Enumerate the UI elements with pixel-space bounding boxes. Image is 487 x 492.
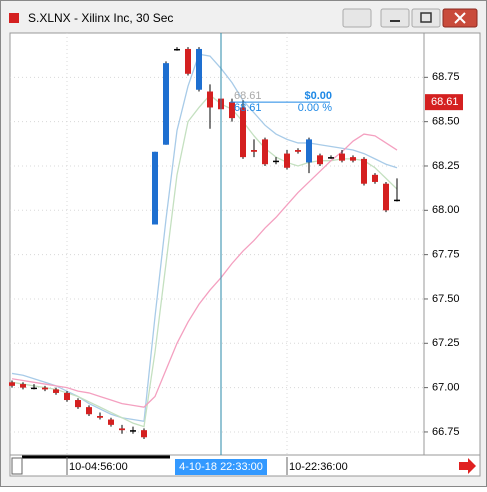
candle-body xyxy=(86,407,92,415)
y-tick-label: 68.50 xyxy=(432,116,460,128)
y-tick-label: 67.50 xyxy=(432,293,460,305)
candle-body xyxy=(108,419,114,425)
candle-body xyxy=(185,48,191,74)
candle-body xyxy=(20,384,26,388)
last-price-box xyxy=(425,94,463,111)
candle-body xyxy=(251,150,257,152)
candle-body xyxy=(119,428,125,431)
candle-body xyxy=(229,102,235,119)
y-tick-label: 67.75 xyxy=(432,249,460,261)
candle-body xyxy=(372,174,378,182)
readout-price: 68.61 xyxy=(234,90,262,102)
readout-change: $0.00 xyxy=(304,90,332,102)
candle-body xyxy=(64,392,70,401)
maximize-button[interactable] xyxy=(411,8,441,28)
scroll-box[interactable] xyxy=(11,457,23,475)
candle-body xyxy=(350,157,356,161)
candle-body xyxy=(328,157,334,159)
app-icon xyxy=(9,13,19,23)
candle-body xyxy=(295,150,301,152)
candle-body xyxy=(207,91,213,108)
candle-body xyxy=(97,415,103,418)
chart: 68.75 68.50 68.25 68.00 67.75 67.50 67.25 67.00… xyxy=(9,33,463,475)
crosshair-time-label: 4-10-18 22:33:00 xyxy=(179,461,263,473)
maximize-icon xyxy=(420,12,432,23)
candle-body xyxy=(42,387,48,390)
scroll-right-arrow[interactable] xyxy=(459,458,476,474)
x-tick-label: 10-22:36:00 xyxy=(289,461,348,473)
x-tick-label: 10-04:56:00 xyxy=(69,461,128,473)
candle-body xyxy=(9,382,15,386)
candle-body xyxy=(394,199,400,202)
moving-average-line xyxy=(11,133,398,408)
y-tick-label: 67.00 xyxy=(432,382,460,394)
candle-body xyxy=(361,158,367,184)
candle-body xyxy=(262,139,268,165)
candle-body xyxy=(163,63,169,145)
link-button[interactable] xyxy=(342,8,372,28)
candle-body xyxy=(306,139,312,163)
close-icon xyxy=(454,12,466,24)
candle-body xyxy=(53,389,59,393)
y-tick-label: 68.25 xyxy=(432,160,460,172)
candle-body xyxy=(174,48,180,51)
y-tick-label: 68.00 xyxy=(432,204,460,216)
crosshair-time-box xyxy=(175,459,267,475)
candle-body xyxy=(383,183,389,211)
candle-body xyxy=(31,387,37,390)
moving-average-line xyxy=(11,94,398,428)
last-price-label: 68.61 xyxy=(431,96,459,108)
candle-body xyxy=(317,155,323,165)
candle-body xyxy=(152,151,158,225)
candle-body xyxy=(240,107,246,158)
y-tick-label: 67.25 xyxy=(432,337,460,349)
readout-price: 68.61 xyxy=(234,102,262,114)
candle-body xyxy=(273,160,279,163)
minimize-button[interactable] xyxy=(380,8,410,28)
candle-body xyxy=(75,400,81,408)
candle-body xyxy=(284,153,290,168)
candle-body xyxy=(339,153,345,161)
y-tick-label: 68.75 xyxy=(432,71,460,83)
window-title: S.XLNX - Xilinx Inc, 30 Sec xyxy=(28,11,173,25)
plot-area xyxy=(9,32,425,456)
candle-body xyxy=(196,48,202,90)
candle-body xyxy=(141,430,147,438)
y-tick-label: 66.75 xyxy=(432,426,460,438)
readout-change-pct: 0.00 % xyxy=(298,102,332,114)
candle-body xyxy=(130,430,136,432)
